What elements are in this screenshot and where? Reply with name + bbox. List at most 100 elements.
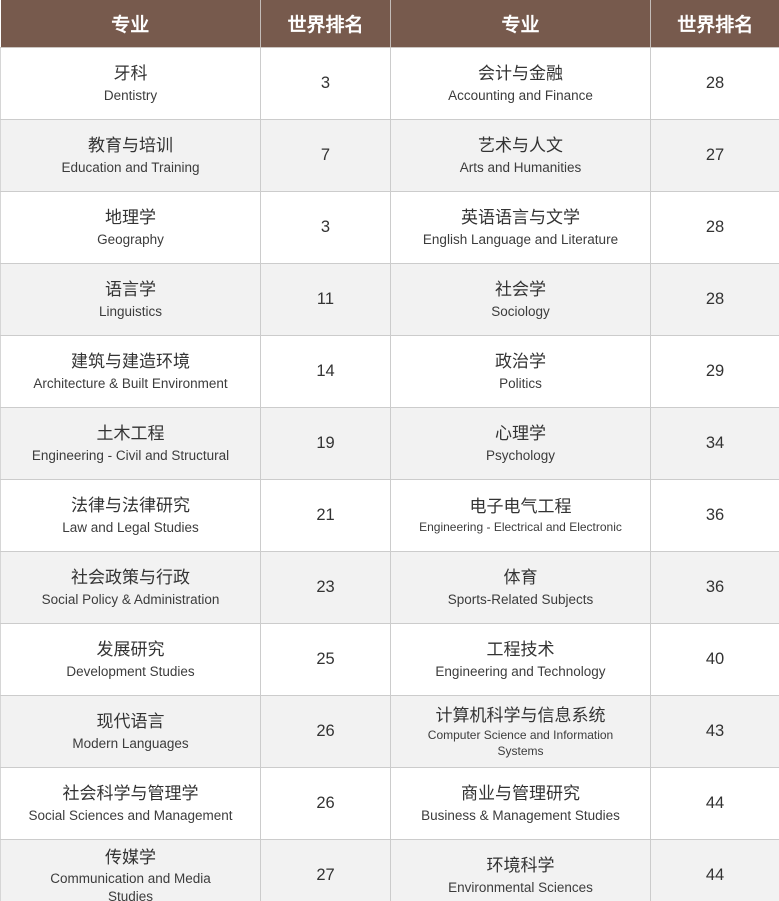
major-name-zh: 传媒学	[105, 847, 156, 867]
rank-cell: 25	[260, 623, 391, 696]
header-major-right: 专业	[390, 0, 651, 48]
table-row: 发展研究 Development Studies 25 工程技术 Enginee…	[0, 623, 779, 696]
major-cell: 土木工程 Engineering - Civil and Structural	[0, 407, 261, 480]
major-name-en: Psychology	[485, 448, 556, 464]
major-cell: 法律与法律研究 Law and Legal Studies	[0, 479, 261, 552]
header-row: 专业 世界排名 专业 世界排名	[0, 0, 779, 48]
major-name-zh: 社会学	[495, 280, 546, 300]
major-name-zh: 社会科学与管理学	[62, 784, 199, 804]
major-name-zh: 语言学	[105, 280, 156, 300]
major-name-en: Social Policy & Administration	[41, 592, 220, 608]
table-row: 法律与法律研究 Law and Legal Studies 21 电子电气工程 …	[0, 479, 779, 552]
major-name-zh: 建筑与建造环境	[71, 352, 190, 372]
rank-cell: 26	[260, 767, 391, 840]
major-name-zh: 英语语言与文学	[461, 208, 580, 228]
header-rank-right: 世界排名	[650, 0, 779, 48]
major-cell: 传媒学 Communication and Media Studies	[0, 839, 261, 901]
rank-cell: 3	[260, 47, 391, 120]
major-cell: 发展研究 Development Studies	[0, 623, 261, 696]
table-row: 土木工程 Engineering - Civil and Structural …	[0, 407, 779, 480]
major-name-zh: 体育	[503, 568, 538, 588]
major-name-en: Sports-Related Subjects	[447, 592, 594, 608]
table-row: 传媒学 Communication and Media Studies 27 环…	[0, 839, 779, 901]
major-name-zh: 工程技术	[486, 640, 555, 660]
rank-cell: 26	[260, 695, 391, 768]
rank-cell: 34	[650, 407, 779, 480]
major-name-en: Communication and Media Studies	[50, 871, 211, 901]
table-row: 地理学 Geography 3 英语语言与文学 English Language…	[0, 191, 779, 264]
major-cell: 环境科学 Environmental Sciences	[390, 839, 651, 901]
major-cell: 牙科 Dentistry	[0, 47, 261, 120]
major-cell: 英语语言与文学 English Language and Literature	[390, 191, 651, 264]
major-name-en: Architecture & Built Environment	[33, 376, 228, 392]
major-name-zh: 教育与培训	[88, 136, 173, 156]
major-name-zh: 环境科学	[486, 856, 555, 876]
major-name-zh: 牙科	[113, 64, 148, 84]
major-cell: 电子电气工程 Engineering - Electrical and Elec…	[390, 479, 651, 552]
major-cell: 语言学 Linguistics	[0, 263, 261, 336]
rank-cell: 28	[650, 47, 779, 120]
rank-cell: 3	[260, 191, 391, 264]
table-row: 教育与培训 Education and Training 7 艺术与人文 Art…	[0, 119, 779, 192]
major-cell: 社会学 Sociology	[390, 263, 651, 336]
rank-cell: 40	[650, 623, 779, 696]
major-name-zh: 发展研究	[96, 640, 165, 660]
rank-cell: 44	[650, 839, 779, 901]
major-name-zh: 法律与法律研究	[71, 496, 190, 516]
major-cell: 建筑与建造环境 Architecture & Built Environment	[0, 335, 261, 408]
major-cell: 心理学 Psychology	[390, 407, 651, 480]
rank-cell: 44	[650, 767, 779, 840]
rank-cell: 21	[260, 479, 391, 552]
major-name-en: Engineering and Technology	[435, 664, 606, 680]
rank-cell: 43	[650, 695, 779, 768]
rank-cell: 11	[260, 263, 391, 336]
major-name-zh: 社会政策与行政	[71, 568, 190, 588]
major-cell: 教育与培训 Education and Training	[0, 119, 261, 192]
major-name-en: Business & Management Studies	[421, 808, 620, 824]
major-name-zh: 计算机科学与信息系统	[435, 705, 606, 725]
major-name-en: Linguistics	[98, 304, 163, 320]
major-name-zh: 地理学	[105, 208, 156, 228]
major-cell: 会计与金融 Accounting and Finance	[390, 47, 651, 120]
rank-cell: 27	[650, 119, 779, 192]
rank-cell: 36	[650, 551, 779, 624]
rank-cell: 36	[650, 479, 779, 552]
major-cell: 地理学 Geography	[0, 191, 261, 264]
major-name-en: Dentistry	[103, 88, 158, 104]
rank-cell: 28	[650, 263, 779, 336]
major-name-en: Geography	[97, 232, 164, 248]
header-major-left: 专业	[0, 0, 261, 48]
major-name-zh: 土木工程	[96, 424, 165, 444]
table-row: 牙科 Dentistry 3 会计与金融 Accounting and Fina…	[0, 47, 779, 120]
major-cell: 艺术与人文 Arts and Humanities	[390, 119, 651, 192]
major-cell: 政治学 Politics	[390, 335, 651, 408]
major-name-zh: 心理学	[495, 424, 546, 444]
table-row: 建筑与建造环境 Architecture & Built Environment…	[0, 335, 779, 408]
major-name-en: Sociology	[491, 304, 550, 320]
major-name-zh: 电子电气工程	[469, 497, 572, 517]
major-cell: 社会科学与管理学 Social Sciences and Management	[0, 767, 261, 840]
major-name-zh: 艺术与人文	[478, 136, 563, 156]
rank-cell: 23	[260, 551, 391, 624]
major-cell: 工程技术 Engineering and Technology	[390, 623, 651, 696]
rank-cell: 27	[260, 839, 391, 901]
header-rank-left: 世界排名	[260, 0, 391, 48]
major-name-en: Politics	[499, 376, 542, 392]
major-cell: 计算机科学与信息系统 Computer Science and Informat…	[390, 695, 651, 768]
rank-cell: 7	[260, 119, 391, 192]
table-row: 语言学 Linguistics 11 社会学 Sociology 28	[0, 263, 779, 336]
table-row: 社会政策与行政 Social Policy & Administration 2…	[0, 551, 779, 624]
major-name-en: Engineering - Civil and Structural	[31, 448, 230, 464]
rank-cell: 14	[260, 335, 391, 408]
major-name-zh: 政治学	[495, 352, 546, 372]
major-name-en: Computer Science and Information Systems	[427, 728, 614, 758]
major-cell: 体育 Sports-Related Subjects	[390, 551, 651, 624]
major-cell: 现代语言 Modern Languages	[0, 695, 261, 768]
major-name-en: Accounting and Finance	[448, 88, 593, 104]
major-name-en: Education and Training	[61, 160, 200, 176]
rank-cell: 28	[650, 191, 779, 264]
major-name-zh: 商业与管理研究	[461, 784, 580, 804]
major-name-zh: 会计与金融	[478, 64, 563, 84]
